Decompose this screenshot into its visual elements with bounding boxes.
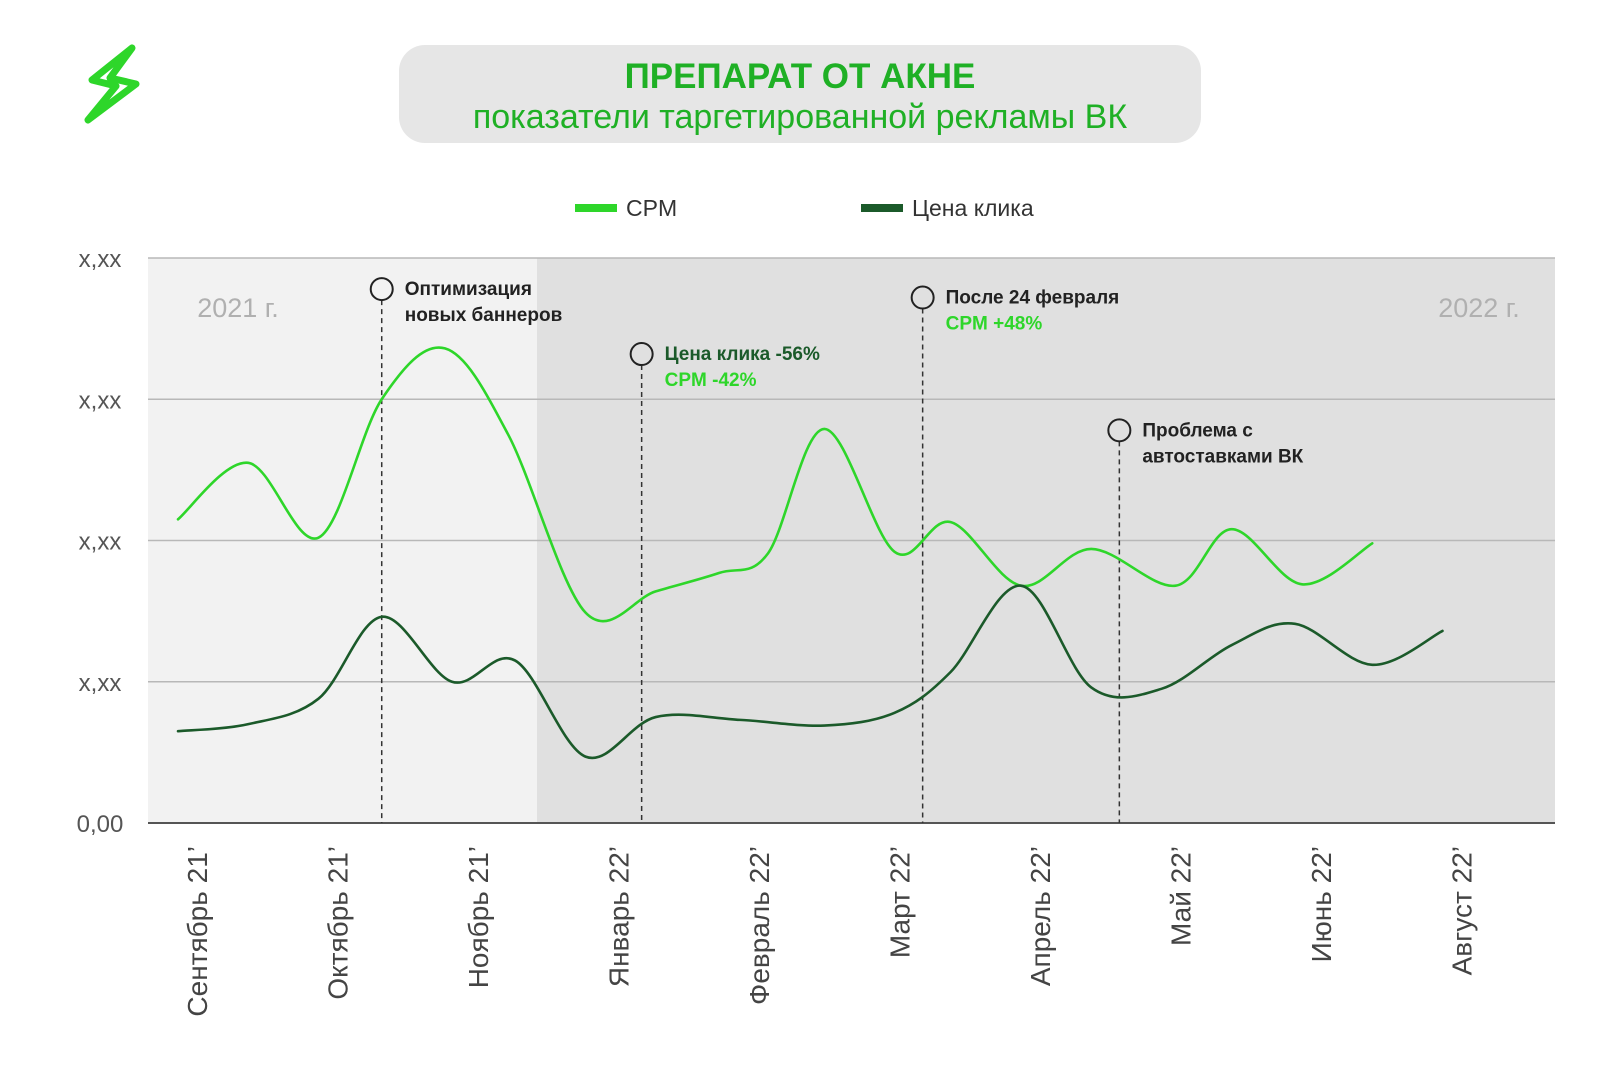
annotation-label: Цена клика -56% [665,344,820,365]
annotation-label: новых баннеров [405,305,563,326]
annotation-marker [629,342,654,367]
title-box: ПРЕПАРАТ ОТ АКНЕ показатели таргетирован… [399,45,1201,143]
y-tick-label: х,хх [79,670,122,697]
x-tick-label: Ноябрь 21’ [463,846,494,988]
annotation-marker [369,277,394,302]
legend-swatch [575,204,617,212]
x-tick-label: Апрель 22’ [1025,846,1056,986]
annotation-marker [910,285,935,310]
y-tick-label: х,хх [79,246,122,273]
y-tick-label: х,хх [79,529,122,556]
legend-label: Цена клика [912,195,1034,221]
annotation-label: Оптимизация [405,279,532,300]
y-tick-label: 0,00 [77,811,124,838]
x-tick-label: Январь 22’ [604,846,635,987]
annotation-label: Проблема с [1142,420,1253,441]
annotation-label: автоставками ВК [1142,446,1303,467]
page-title: ПРЕПАРАТ ОТ АКНЕ [624,57,976,96]
lightning-bolt-icon [82,44,140,124]
annotation-label: CPM -42% [665,370,757,391]
x-tick-label: Октябрь 21’ [323,846,354,1000]
legend-swatch [861,204,903,212]
x-tick-label: Февраль 22’ [744,846,775,1005]
annotation-label: После 24 февраля [946,288,1120,309]
period-label-2021: 2021 г. [197,293,279,323]
x-tick-label: Март 22’ [885,846,916,958]
x-tick-label: Август 22’ [1447,846,1478,975]
cpm-line [176,346,1374,623]
page-subtitle: показатели таргетированной рекламы ВК [472,98,1128,136]
annotation-label: CPM +48% [946,314,1043,335]
period-label-2022: 2022 г. [1438,293,1520,323]
click-price-line [176,584,1444,760]
y-tick-label: х,хх [79,387,122,414]
legend-label: CPM [626,195,677,221]
x-tick-label: Июнь 22’ [1306,846,1337,962]
x-tick-label: Май 22’ [1166,846,1197,946]
x-tick-label: Сентябрь 21’ [182,846,213,1017]
annotation-marker [1107,418,1132,443]
